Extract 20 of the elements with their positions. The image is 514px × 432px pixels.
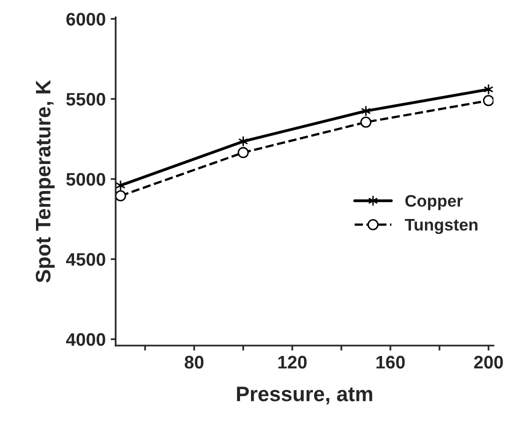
point [482, 95, 494, 106]
y-tick-label: 6000 [66, 12, 106, 26]
y-tick-label: 5500 [66, 92, 106, 106]
point [116, 180, 126, 191]
x-tick-label: 160 [376, 356, 405, 369]
y-tick-label: 5000 [66, 172, 106, 186]
point [360, 105, 371, 117]
point [238, 147, 249, 158]
x-tick-label: 120 [278, 356, 307, 369]
point [238, 136, 248, 147]
point [116, 190, 126, 202]
point [360, 116, 372, 128]
legend-label: Tungsten [404, 219, 478, 234]
x-tick-label: 80 [184, 356, 204, 369]
y-axis-title: Spot Temperature, K [36, 80, 55, 283]
x-tick-label: 200 [474, 356, 503, 369]
legend-label: Copper [405, 194, 463, 210]
x-axis-title: Pressure, atm [237, 386, 372, 404]
y-tick-label: 4000 [66, 333, 106, 346]
y-tick-label: 4500 [66, 253, 106, 266]
